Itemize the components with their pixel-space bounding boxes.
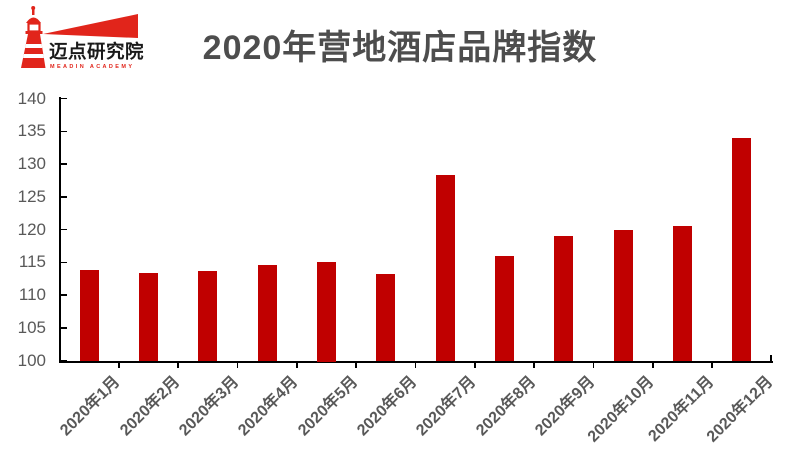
y-axis-tick xyxy=(60,163,67,165)
x-axis-tick xyxy=(474,362,476,368)
x-axis-tick xyxy=(355,362,357,368)
bar-2020年3月 xyxy=(198,270,218,362)
y-axis-tick-label: 135 xyxy=(17,121,46,141)
y-axis-tick-label: 115 xyxy=(18,252,46,272)
bar-2020年6月 xyxy=(376,274,396,362)
x-axis-tick xyxy=(296,362,298,368)
bar-2020年5月 xyxy=(317,262,336,362)
y-axis-line xyxy=(58,96,61,363)
x-axis-tick xyxy=(236,362,239,368)
bar-2020年8月 xyxy=(495,255,514,362)
y-axis-tick xyxy=(60,294,67,296)
y-axis-tick-label: 120 xyxy=(17,219,46,239)
x-axis-tick xyxy=(533,362,535,368)
y-axis-tick xyxy=(60,130,67,132)
bar-2020年9月 xyxy=(554,236,574,362)
lighthouse-beam-icon xyxy=(43,14,138,38)
logo-name: 迈点研究院 xyxy=(49,41,144,62)
y-axis-tick-label: 140 xyxy=(17,88,46,108)
x-axis-tick xyxy=(592,362,595,368)
bar-2020年1月 xyxy=(79,270,99,362)
bar-2020年12月 xyxy=(732,137,752,362)
y-axis-tick-label: 125 xyxy=(17,186,46,206)
bar-2020年7月 xyxy=(435,175,455,362)
y-axis-tick xyxy=(60,327,67,329)
bar-2020年10月 xyxy=(613,230,633,362)
x-axis-line xyxy=(58,360,773,363)
x-axis-end-tick xyxy=(770,354,772,361)
y-axis-tick xyxy=(60,261,67,263)
x-axis-tick xyxy=(177,362,179,368)
y-axis-tick xyxy=(60,228,67,231)
logo-subtitle: MEADIN ACADEMY xyxy=(50,64,134,70)
x-axis-tick xyxy=(652,362,654,368)
y-axis-tick xyxy=(60,359,67,362)
x-axis-tick xyxy=(414,362,417,368)
y-axis-tick xyxy=(60,97,67,100)
chart-title: 2020年营地酒店品牌指数 xyxy=(202,29,598,67)
bar-2020年11月 xyxy=(673,226,692,362)
bar-2020年4月 xyxy=(257,264,277,362)
y-axis-tick xyxy=(60,196,67,198)
x-axis-tick xyxy=(118,362,120,368)
y-axis-tick-label: 130 xyxy=(17,154,46,173)
y-axis-tick-label: 105 xyxy=(17,317,46,337)
meadin-academy-logo: 迈点研究院 MEADIN ACADEMY xyxy=(21,6,144,70)
lighthouse-icon xyxy=(21,6,46,68)
y-axis-tick-label: 110 xyxy=(18,285,46,304)
y-axis-tick-label: 100 xyxy=(17,350,46,370)
bar-2020年2月 xyxy=(139,273,158,362)
x-axis-tick xyxy=(711,362,713,368)
